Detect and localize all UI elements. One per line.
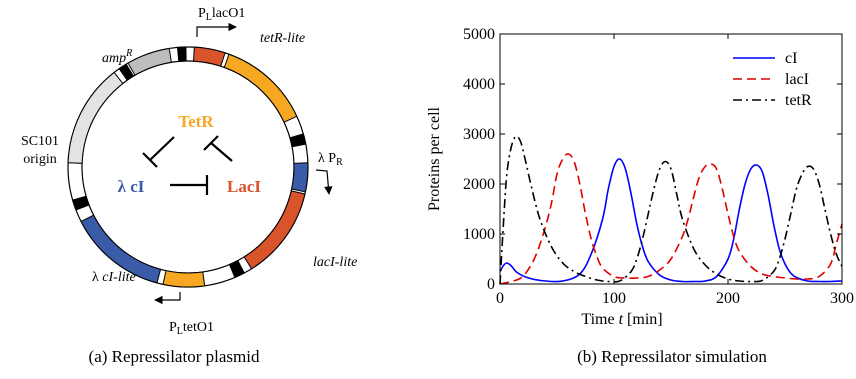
- plasmid-map: PLlacO1 λ PR PLtetO1 tetR-lite lacI-lite…: [21, 6, 357, 366]
- y-tick-label: 5000: [463, 26, 495, 43]
- plot-frame: [499, 33, 843, 285]
- laci-lite-segment: [243, 190, 306, 270]
- x-tick-label: 0: [496, 290, 504, 307]
- ci-lite-segment: [80, 214, 162, 284]
- placo1-promoter-arrow: [196, 22, 237, 37]
- tetr-represses-ci-edge: [142, 136, 175, 168]
- sc101-origin-segment: [67, 71, 124, 164]
- plasmid-ring: [67, 46, 309, 288]
- legend-label-ci: cI: [785, 50, 797, 67]
- origin-label-line1: SC101: [21, 134, 59, 149]
- origin-label-line2: origin: [23, 152, 56, 167]
- ci-represses-laci-edge: [170, 175, 209, 195]
- amp-label: ampR: [102, 48, 132, 66]
- lambda-pr-label: λ PR: [318, 151, 343, 168]
- tetr-lite-label: tetR-lite: [260, 31, 305, 46]
- y-tick-label: 3000: [463, 126, 495, 143]
- marker-block-2: [289, 133, 307, 148]
- legend-label-laci: lacI: [785, 71, 809, 88]
- tetr-lite-segment: [223, 53, 298, 123]
- laci-represses-tetr-edge: [203, 135, 233, 162]
- y-tick-label: 1000: [463, 226, 495, 243]
- ci-lite-label: λ cI-lite: [92, 270, 136, 285]
- chart-series-group: [499, 135, 843, 285]
- legend: cI lacI tetR: [733, 50, 812, 109]
- x-axis-label: Time t [min]: [581, 311, 662, 328]
- marker-block-4: [72, 195, 90, 211]
- panel-b-caption: (b) Repressilator simulation: [577, 347, 767, 366]
- pltetO1-promoter-arrow: [154, 292, 181, 305]
- network-laci-label: LacI: [227, 177, 261, 196]
- marker-block-3: [228, 259, 246, 279]
- y-axis-label: Proteins per cell: [426, 106, 443, 211]
- network-tetr-label: TetR: [178, 112, 214, 131]
- laci-lite-label: lacI-lite: [313, 255, 357, 270]
- x-tick-label: 300: [830, 290, 854, 307]
- pltetO1-label: PLtetO1: [169, 320, 214, 337]
- x-tick-label: 200: [716, 290, 740, 307]
- lambda-pr-promoter-arrow: [315, 169, 333, 195]
- x-tick-label: 100: [602, 290, 626, 307]
- placo1-segment: [193, 46, 226, 67]
- legend-label-tetr: tetR: [785, 92, 812, 109]
- series-line-tetr: [499, 135, 843, 285]
- y-tick-label: 4000: [463, 76, 495, 93]
- marker-block-5: [118, 63, 135, 81]
- panel-a-caption: (a) Repressilator plasmid: [89, 347, 260, 366]
- marker-block-1: [176, 46, 187, 62]
- y-tick-label: 0: [487, 276, 495, 293]
- y-tick-label: 2000: [463, 176, 495, 193]
- amp-segment: [127, 47, 172, 76]
- series-line-ci: [499, 158, 843, 283]
- lambda-pr-segment: [291, 162, 309, 193]
- network-ci-label: λ cI: [118, 177, 145, 196]
- pltetO1-segment: [162, 270, 206, 288]
- series-line-laci: [499, 153, 843, 285]
- placo1-label: PLlacO1: [198, 6, 245, 23]
- ring-inner: [81, 60, 295, 274]
